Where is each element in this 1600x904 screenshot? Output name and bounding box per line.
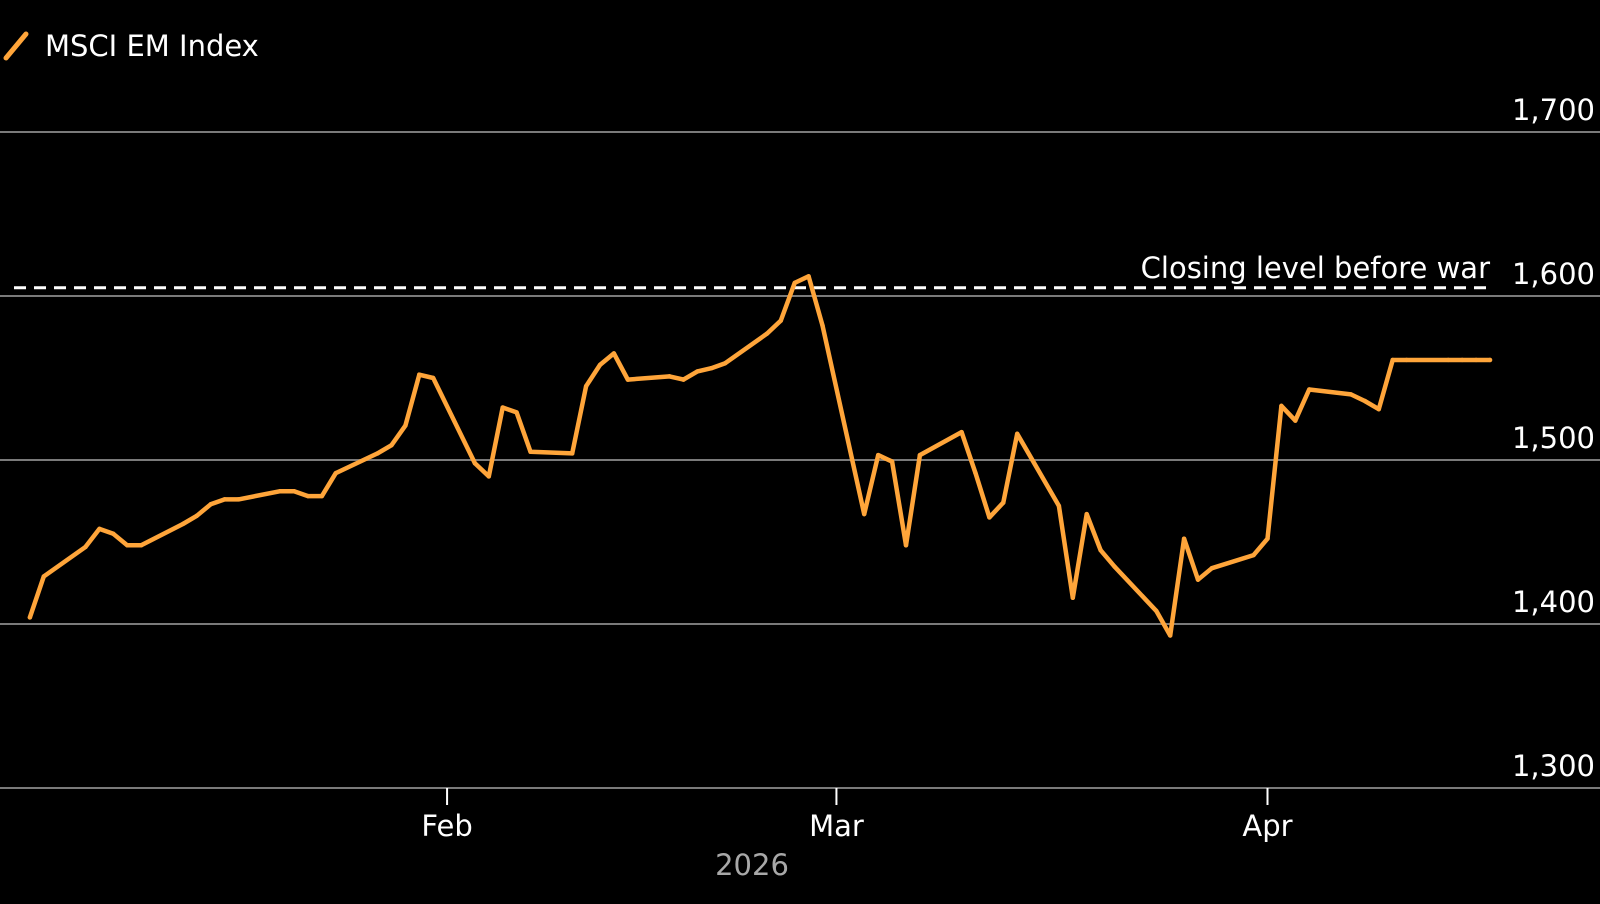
data-point	[778, 318, 784, 323]
data-point	[1487, 357, 1493, 363]
data-point	[514, 410, 519, 415]
data-point	[430, 375, 436, 381]
y-tick-label: 1,500	[1512, 421, 1595, 455]
data-point	[41, 574, 47, 579]
data-point	[528, 449, 533, 454]
data-point	[695, 369, 700, 374]
legend-label: MSCI EM Index	[45, 29, 259, 63]
series-layer	[27, 274, 1493, 638]
data-point	[1154, 608, 1159, 614]
data-point	[194, 513, 199, 518]
data-point	[27, 615, 33, 620]
legend: MSCI EM Index	[3, 29, 259, 63]
data-point	[1459, 357, 1465, 363]
data-point	[1279, 403, 1284, 409]
reference-line-group: Closing level before war	[14, 251, 1490, 290]
data-point	[305, 493, 311, 499]
x-axis-ticks: Feb Mar Apr	[421, 788, 1293, 843]
grid-layer	[0, 131, 1600, 789]
data-point	[987, 515, 992, 520]
data-point	[1348, 392, 1354, 397]
data-point	[820, 323, 825, 328]
data-point	[375, 451, 380, 456]
y-tick-label: 1,600	[1512, 257, 1595, 291]
x-tick-label: Mar	[809, 809, 864, 843]
data-point	[875, 452, 881, 458]
x-axis-year-label: 2026	[715, 848, 789, 882]
data-point	[862, 511, 867, 517]
data-point	[625, 377, 631, 382]
data-point	[1265, 536, 1270, 541]
y-axis-tick-labels: 1,700 1,600 1,500 1,400 1,300	[1512, 93, 1595, 783]
data-point	[959, 429, 964, 435]
data-point	[1293, 418, 1298, 423]
data-point	[1001, 500, 1006, 505]
data-point	[681, 377, 686, 382]
data-point	[1251, 552, 1256, 558]
data-point	[389, 443, 394, 448]
data-point	[1307, 387, 1312, 392]
data-point	[1376, 406, 1381, 412]
data-point	[1167, 633, 1173, 638]
x-tick-label: Feb	[421, 809, 472, 843]
data-point	[597, 362, 603, 368]
data-point	[1056, 503, 1062, 509]
data-point	[500, 405, 505, 410]
data-point	[125, 543, 130, 548]
y-tick-label: 1,700	[1512, 93, 1595, 127]
data-point	[1446, 357, 1451, 363]
data-point	[709, 365, 714, 371]
data-point	[291, 488, 297, 494]
series-line-msci-em-index	[27, 274, 1493, 638]
data-point	[278, 488, 283, 494]
data-point	[319, 493, 325, 499]
data-point	[1015, 431, 1020, 436]
data-point	[667, 374, 672, 379]
data-point	[764, 331, 770, 336]
y-tick-label: 1,300	[1512, 749, 1595, 783]
data-point	[83, 544, 88, 550]
data-point	[1209, 566, 1215, 571]
data-point	[1112, 564, 1117, 569]
data-point	[903, 543, 909, 548]
data-point	[1362, 398, 1368, 404]
data-point	[138, 543, 144, 548]
data-point	[570, 451, 575, 456]
data-point	[722, 361, 728, 366]
x-tick-label: Apr	[1242, 809, 1292, 843]
data-point	[1070, 595, 1076, 600]
data-point	[236, 497, 241, 502]
data-point	[973, 470, 978, 476]
data-point	[417, 372, 422, 377]
data-point	[792, 280, 797, 286]
data-point	[208, 502, 213, 507]
data-point	[111, 531, 116, 536]
series-points	[27, 274, 1493, 638]
data-point	[333, 470, 339, 476]
data-point	[1098, 548, 1103, 553]
data-point	[611, 351, 617, 356]
data-point	[222, 497, 227, 502]
y-tick-label: 1,400	[1512, 585, 1595, 619]
data-point	[583, 384, 589, 389]
data-point	[180, 521, 186, 527]
data-point	[1473, 357, 1479, 363]
data-point	[97, 526, 102, 532]
legend-swatch-icon	[3, 31, 29, 61]
data-point	[1181, 536, 1187, 541]
data-point	[917, 452, 923, 458]
data-point	[472, 461, 478, 466]
closing-level-annotation: Closing level before war	[1141, 251, 1490, 285]
data-point	[1195, 577, 1201, 582]
data-point	[486, 474, 491, 479]
data-point	[403, 423, 408, 428]
data-point	[889, 459, 895, 464]
data-point	[1390, 357, 1395, 363]
data-point	[1404, 357, 1409, 363]
data-point	[1084, 511, 1089, 517]
data-point	[806, 274, 811, 279]
